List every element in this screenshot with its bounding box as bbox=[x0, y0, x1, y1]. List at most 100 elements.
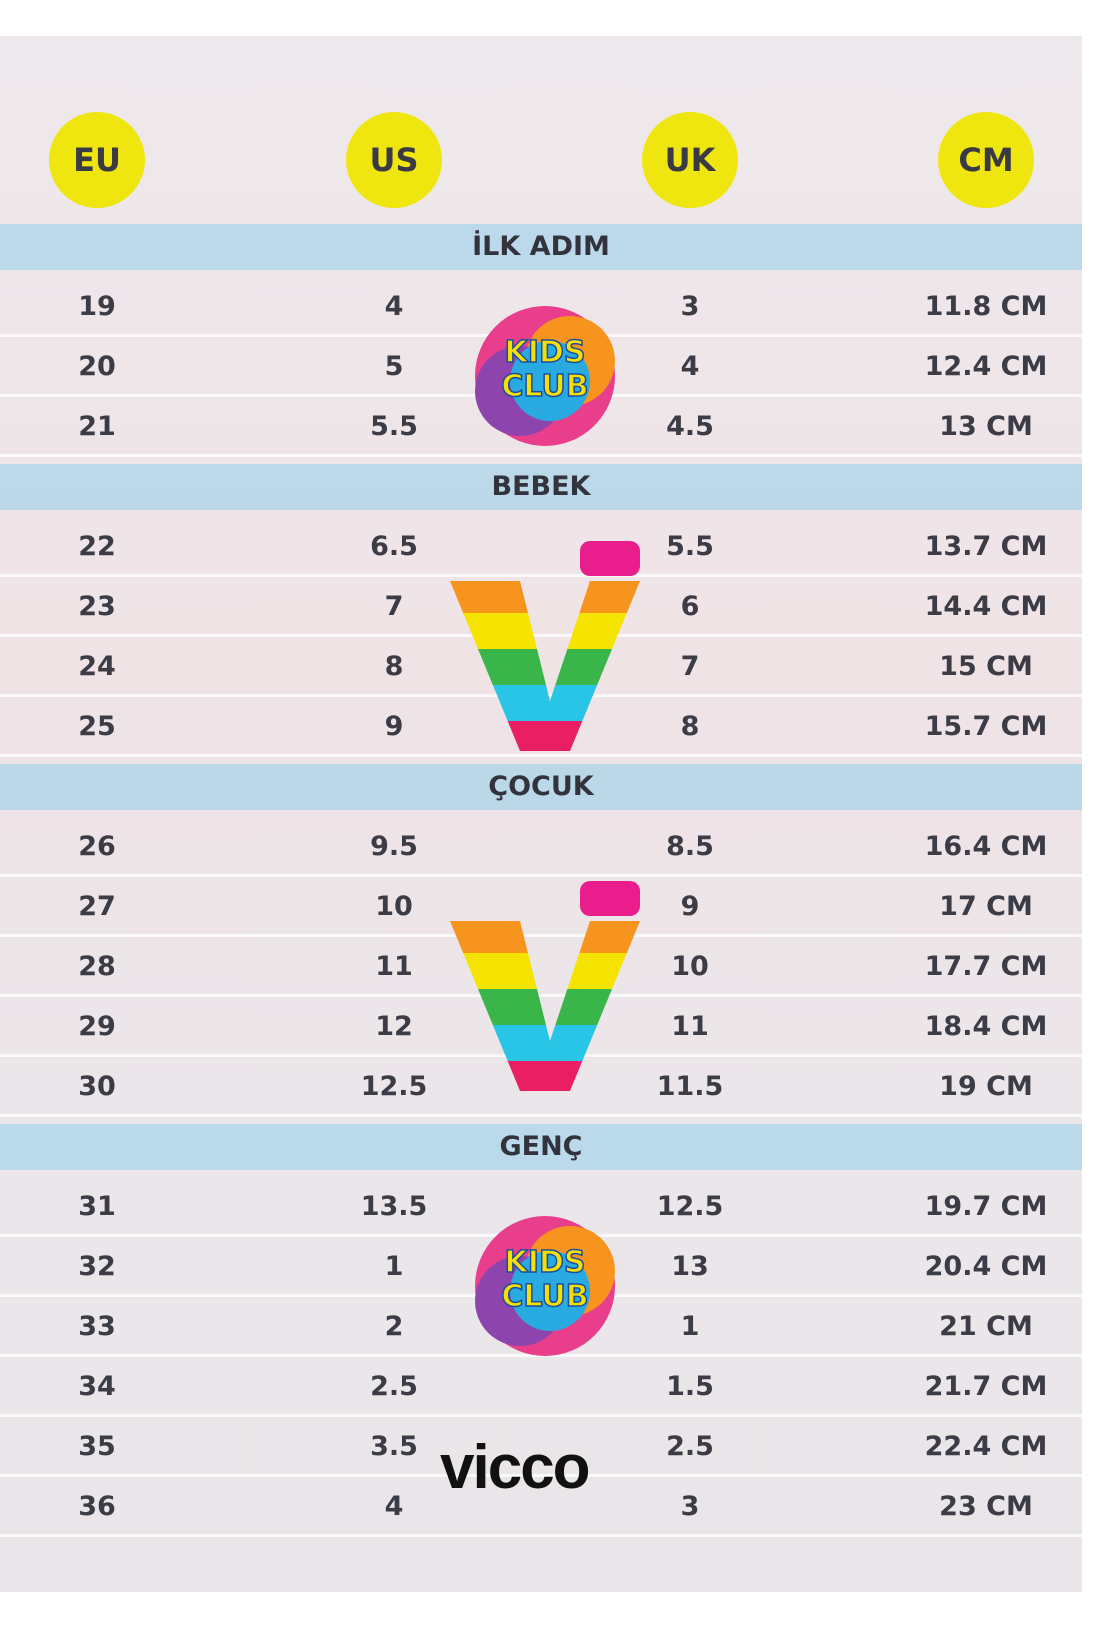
size-cell: 1.5 bbox=[666, 1371, 714, 1402]
row-divider bbox=[0, 1114, 1082, 1117]
size-cell: 21 CM bbox=[939, 1311, 1033, 1342]
size-cell: 19.7 CM bbox=[924, 1191, 1048, 1222]
size-cell: 4.5 bbox=[666, 411, 714, 442]
size-cell: 9 bbox=[680, 891, 700, 922]
size-cell: 5 bbox=[384, 351, 404, 382]
v-logo bbox=[450, 881, 640, 1091]
row-divider bbox=[0, 934, 1082, 937]
size-cell: 6.5 bbox=[370, 531, 418, 562]
size-chart: KIDS CLUB KIDS CLUB vicco EU US UK CM İLK AD… bbox=[0, 36, 1082, 1592]
size-cell: 19 bbox=[78, 291, 116, 322]
section-band bbox=[0, 764, 1082, 810]
size-cell: 10 bbox=[375, 891, 413, 922]
size-cell: 21.7 CM bbox=[924, 1371, 1048, 1402]
size-cell: 18.4 CM bbox=[924, 1011, 1048, 1042]
size-cell: 6 bbox=[680, 591, 700, 622]
column-header: EU bbox=[49, 112, 145, 208]
row-divider bbox=[0, 754, 1082, 757]
size-cell: 13.5 bbox=[360, 1191, 428, 1222]
row-divider bbox=[0, 634, 1082, 637]
size-cell: 19 CM bbox=[939, 1071, 1033, 1102]
size-cell: 17.7 CM bbox=[924, 951, 1048, 982]
size-cell: 10 bbox=[671, 951, 709, 982]
size-cell: 3 bbox=[680, 1491, 700, 1522]
column-header: CM bbox=[938, 112, 1034, 208]
section-title: ÇOCUK bbox=[488, 771, 594, 802]
row-divider bbox=[0, 874, 1082, 877]
kids-club-logo-art bbox=[475, 306, 615, 446]
size-cell: 33 bbox=[78, 1311, 116, 1342]
row-divider bbox=[0, 1534, 1082, 1537]
size-cell: 16.4 CM bbox=[924, 831, 1048, 862]
size-cell: 1 bbox=[384, 1251, 404, 1282]
row-divider bbox=[0, 994, 1082, 997]
size-cell: 17 CM bbox=[939, 891, 1033, 922]
size-cell: 2.5 bbox=[666, 1431, 714, 1462]
section-band bbox=[0, 224, 1082, 270]
size-cell: 29 bbox=[78, 1011, 116, 1042]
size-cell: 4 bbox=[384, 1491, 404, 1522]
size-cell: 25 bbox=[78, 711, 116, 742]
section-band bbox=[0, 464, 1082, 510]
size-cell: 2.5 bbox=[370, 1371, 418, 1402]
size-cell: 32 bbox=[78, 1251, 116, 1282]
row-divider bbox=[0, 1414, 1082, 1417]
size-cell: 12.5 bbox=[656, 1191, 724, 1222]
size-cell: 13 CM bbox=[939, 411, 1033, 442]
size-cell: 14.4 CM bbox=[924, 591, 1048, 622]
size-cell: 20 bbox=[78, 351, 116, 382]
column-header: UK bbox=[642, 112, 738, 208]
size-cell: 5.5 bbox=[370, 411, 418, 442]
size-cell: 21 bbox=[78, 411, 116, 442]
row-divider bbox=[0, 574, 1082, 577]
size-cell: 11 bbox=[375, 951, 413, 982]
size-cell: 9 bbox=[384, 711, 404, 742]
size-cell: 4 bbox=[384, 291, 404, 322]
kids-club-logo: KIDS CLUB bbox=[501, 1245, 590, 1315]
v-logo bbox=[450, 541, 640, 751]
size-cell: 34 bbox=[78, 1371, 116, 1402]
size-cell: 5.5 bbox=[666, 531, 714, 562]
size-cell: 15 CM bbox=[939, 651, 1033, 682]
size-cell: 35 bbox=[78, 1431, 116, 1462]
size-cell: 12 bbox=[375, 1011, 413, 1042]
size-cell: 4 bbox=[680, 351, 700, 382]
size-cell: 8.5 bbox=[666, 831, 714, 862]
section-title: İLK ADIM bbox=[472, 231, 610, 262]
vicco-logo: vicco bbox=[440, 1433, 591, 1502]
size-cell: 3 bbox=[680, 291, 700, 322]
kids-club-logo: KIDS CLUB bbox=[501, 335, 590, 405]
section-title: GENÇ bbox=[499, 1131, 583, 1162]
size-cell: 22 bbox=[78, 531, 116, 562]
size-cell: 8 bbox=[680, 711, 700, 742]
size-cell: 11.8 CM bbox=[924, 291, 1048, 322]
row-divider bbox=[0, 1474, 1082, 1477]
kids-club-logo-art bbox=[475, 1216, 615, 1356]
section-band bbox=[0, 1124, 1082, 1170]
size-cell: 11.5 bbox=[656, 1071, 724, 1102]
size-cell: 13.7 CM bbox=[924, 531, 1048, 562]
size-cell: 31 bbox=[78, 1191, 116, 1222]
size-cell: 22.4 CM bbox=[924, 1431, 1048, 1462]
size-cell: 12.5 bbox=[360, 1071, 428, 1102]
size-cell: 23 bbox=[78, 591, 116, 622]
size-cell: 7 bbox=[680, 651, 700, 682]
size-cell: 24 bbox=[78, 651, 116, 682]
size-cell: 2 bbox=[384, 1311, 404, 1342]
size-cell: 1 bbox=[680, 1311, 700, 1342]
size-cell: 3.5 bbox=[370, 1431, 418, 1462]
size-cell: 12.4 CM bbox=[924, 351, 1048, 382]
size-cell: 28 bbox=[78, 951, 116, 982]
size-cell: 13 bbox=[671, 1251, 709, 1282]
size-cell: 11 bbox=[671, 1011, 709, 1042]
size-cell: 36 bbox=[78, 1491, 116, 1522]
size-cell: 27 bbox=[78, 891, 116, 922]
size-cell: 26 bbox=[78, 831, 116, 862]
size-cell: 20.4 CM bbox=[924, 1251, 1048, 1282]
size-cell: 8 bbox=[384, 651, 404, 682]
size-cell: 30 bbox=[78, 1071, 116, 1102]
size-cell: 23 CM bbox=[939, 1491, 1033, 1522]
column-header: US bbox=[346, 112, 442, 208]
row-divider bbox=[0, 454, 1082, 457]
